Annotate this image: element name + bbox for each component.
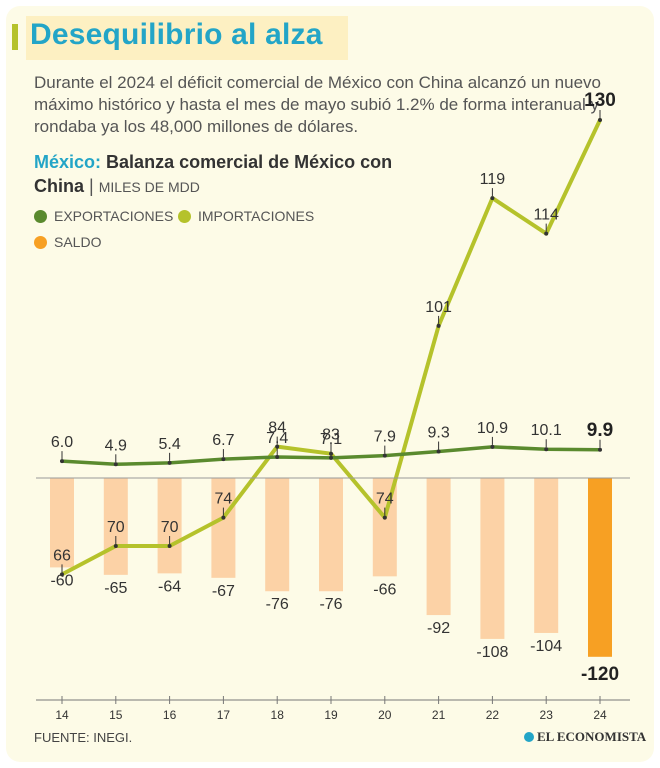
exportaciones-point-21 [436,449,441,454]
saldo-bar-18 [265,478,290,592]
subtitle-country: México: [34,152,102,172]
exportaciones-point-14 [60,459,64,464]
importaciones-label-22: 119 [480,171,506,188]
exportaciones-point-15 [113,462,118,467]
importaciones-label-20: 74 [376,491,394,508]
exportaciones-label-14: 6.0 [51,434,73,451]
saldo-bar-21 [426,478,451,616]
importaciones-point-14 [60,572,64,577]
importaciones-point-16 [167,544,172,548]
saldo-label-21: -92 [427,620,450,637]
exportaciones-label-15: 4.9 [105,437,127,454]
legend-imports: IMPORTACIONES [178,208,314,224]
x-tick-label-19: 19 [324,708,338,722]
exportaciones-label-16: 5.4 [158,436,180,453]
importaciones-point-15 [113,544,118,548]
importaciones-label-14: 66 [53,547,71,564]
exportaciones-label-18: 7.4 [266,430,288,447]
exportaciones-label-23: 10.1 [531,422,562,439]
title-accent-bar [12,24,18,50]
saldo-label-19: -76 [319,596,342,613]
saldo-bar-16 [157,478,182,574]
exportaciones-label-20: 7.9 [374,429,396,446]
saldo-bar-17 [211,478,236,578]
saldo-label-16: -64 [158,578,181,595]
importaciones-label-16: 70 [161,519,179,536]
saldo-label-14: -60 [50,572,73,589]
importaciones-label-19: 83 [322,427,340,444]
saldo-label-20: -66 [373,581,396,598]
description: Durante el 2024 el déficit comercial de … [34,73,601,136]
x-tick-label-23: 23 [540,708,554,722]
source-note: FUENTE: INEGI. [34,730,133,745]
legend-balance: SALDO [34,234,101,250]
saldo-bar-23 [534,478,559,633]
importaciones-label-17: 74 [215,491,233,508]
saldo-label-17: -67 [212,583,235,600]
legend-imports-dot [178,209,191,223]
importaciones-label-18: 84 [268,420,286,437]
saldo-label-24: -120 [581,664,619,685]
headline-highlight [26,16,348,60]
importaciones-point-18 [275,444,280,449]
exportaciones-point-24 [598,447,602,452]
subtitle-units: MILES DE MDD [98,179,200,195]
x-tick-label-18: 18 [271,708,285,722]
exportaciones-label-21: 9.3 [427,425,449,442]
importaciones-label-23: 114 [533,207,559,224]
x-tick-label-20: 20 [378,708,392,722]
saldo-bar-24 [588,478,612,657]
importaciones-point-22 [490,196,495,201]
importaciones-label-21: 101 [425,299,452,316]
saldo-bar-15 [103,478,128,575]
x-tick-label-17: 17 [217,708,231,722]
legend-exports-dot [34,209,47,223]
x-tick-label-16: 16 [163,708,177,722]
legend-exports: EXPORTACIONES [34,208,173,224]
importaciones-label-15: 70 [107,519,125,536]
legend-exports-label: EXPORTACIONES [54,208,174,224]
brand-name: EL ECONOMISTA [537,729,647,744]
x-tick-label-14: 14 [55,708,69,722]
subtitle-separator: | [89,176,94,196]
exportaciones-point-18 [275,455,280,460]
x-tick-label-15: 15 [109,708,123,722]
importaciones-label-24: 130 [584,90,616,111]
exportaciones-point-17 [221,457,226,462]
brand-logo: EL ECONOMISTA [524,729,646,745]
subtitle-text: Balanza comercial de México con China [34,152,393,196]
legend-imports-label: IMPORTACIONES [198,208,315,224]
importaciones-point-20 [382,515,387,520]
saldo-bar-19 [319,478,343,592]
importaciones-point-21 [436,323,441,328]
chart-subtitle: México: Balanza comercial de México con … [34,150,434,199]
exportaciones-point-20 [382,453,387,458]
saldo-label-22: -108 [476,644,508,661]
saldo-label-23: -104 [530,638,562,655]
legend-balance-dot [34,235,47,249]
exportaciones-point-22 [490,444,495,449]
exportaciones-point-16 [167,460,172,465]
brand-mark-icon [524,732,534,742]
saldo-bar-22 [480,478,505,639]
x-tick-label-21: 21 [432,708,446,722]
exportaciones-label-17: 6.7 [212,432,234,449]
exportaciones-label-22: 10.9 [477,420,508,437]
saldo-label-18: -76 [266,596,289,613]
importaciones-point-17 [221,515,226,520]
exportaciones-label-19: 7.1 [320,431,342,448]
infographic-card [6,6,654,762]
exportaciones-point-23 [544,447,549,452]
x-tick-label-22: 22 [486,708,500,722]
exportaciones-point-19 [329,455,333,460]
headline: Desequilibrio al alza [30,18,323,51]
exportaciones-label-24: 9.9 [587,420,613,441]
x-tick-label-24: 24 [593,708,607,722]
legend-balance-label: SALDO [54,234,102,250]
saldo-bar-14 [50,478,74,568]
saldo-label-15: -65 [104,580,127,597]
importaciones-point-24 [598,118,602,122]
importaciones-point-23 [544,231,549,236]
